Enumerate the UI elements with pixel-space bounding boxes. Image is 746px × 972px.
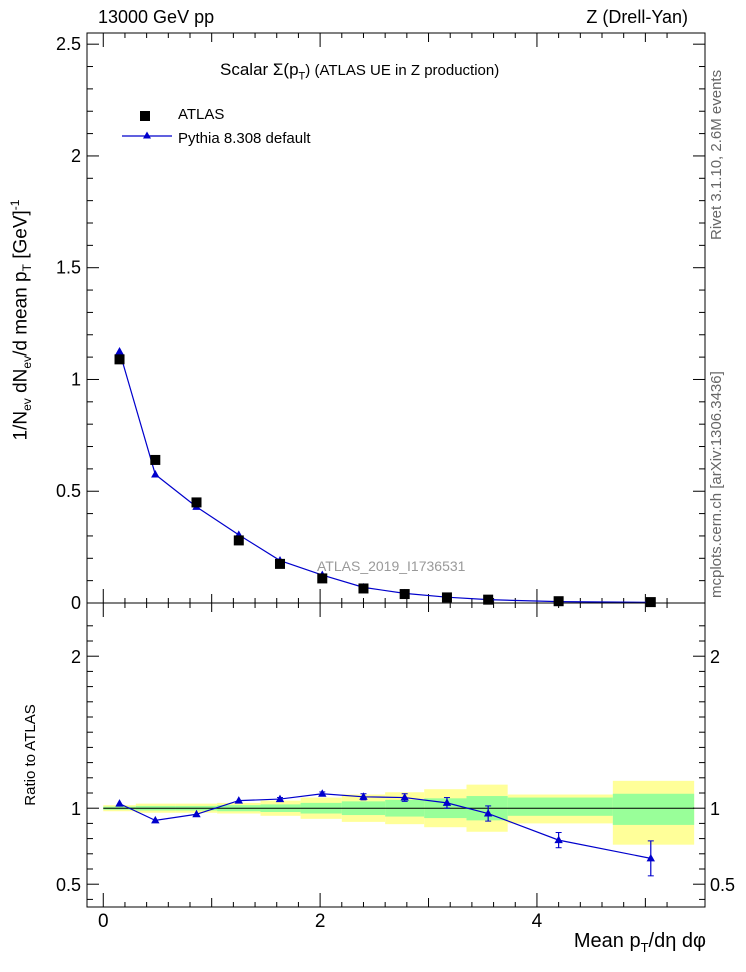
atlas-point bbox=[399, 589, 410, 600]
atlas-point bbox=[553, 596, 564, 607]
atlas-point bbox=[317, 573, 328, 584]
ratio-y-tick-label-right: 2 bbox=[710, 647, 720, 667]
atlas-point bbox=[274, 558, 285, 569]
atlas-point bbox=[150, 454, 161, 465]
pythia-point bbox=[115, 347, 124, 355]
ratio-pythia-point bbox=[359, 792, 368, 800]
analysis-watermark: ATLAS_2019_I1736531 bbox=[317, 558, 466, 574]
pythia-point bbox=[151, 469, 160, 478]
legend-atlas-label: ATLAS bbox=[178, 106, 225, 123]
pythia-line bbox=[118, 351, 651, 603]
ratio-pythia-point bbox=[646, 853, 655, 862]
ratio-y-tick-label: 1 bbox=[71, 799, 81, 819]
ratio-pythia-point bbox=[275, 794, 285, 803]
ratio-pythia-point bbox=[115, 799, 124, 807]
atlas-point bbox=[645, 597, 656, 608]
atlas-point bbox=[483, 594, 494, 605]
main-y-tick-label: 2.5 bbox=[56, 34, 81, 54]
ratio-frame bbox=[86, 602, 706, 908]
main-y-tick-label: 0 bbox=[71, 593, 81, 613]
atlas-point bbox=[191, 497, 202, 508]
mcplots-label: mcplots.cern.ch [arXiv:1306.3436] bbox=[708, 371, 725, 598]
main-y-tick-label: 0.5 bbox=[56, 481, 81, 501]
main-y-tick-label: 2 bbox=[71, 146, 81, 166]
ratio-y-tick-label-right: 0.5 bbox=[710, 875, 735, 895]
ratio-pythia-point bbox=[442, 798, 452, 806]
ratio-pythia-point bbox=[554, 835, 563, 844]
main-y-tick-label: 1 bbox=[71, 369, 81, 389]
ratio-x-tick-label: 2 bbox=[315, 911, 326, 932]
ratio-band-inner bbox=[507, 797, 613, 816]
y-axis-title: 1/Nev dNev/d mean pT [GeV]-1 bbox=[8, 199, 35, 441]
legend-pythia-label: Pythia 8.308 default bbox=[178, 130, 311, 147]
atlas-point bbox=[441, 592, 452, 603]
ratio-x-tick-label: 0 bbox=[98, 911, 109, 932]
ratio-y-tick-label: 2 bbox=[71, 647, 81, 667]
main-panel: 0 0.5 1 1.5 2 2.5 bbox=[56, 32, 706, 613]
ratio-pythia-point bbox=[483, 809, 493, 817]
atlas-point bbox=[114, 354, 125, 365]
rivet-version-label: Rivet 3.1.10, 2.6M events bbox=[708, 69, 725, 240]
x-axis-title: Mean pT/dη dφ bbox=[573, 930, 706, 955]
atlas-point bbox=[233, 535, 244, 546]
main-y-tick-label: 1.5 bbox=[56, 258, 81, 278]
ratio-y-axis-title: Ratio to ATLAS bbox=[22, 704, 39, 806]
ratio-y-tick-label-right: 1 bbox=[710, 799, 720, 819]
header-process-label: Z (Drell-Yan) bbox=[586, 7, 688, 27]
legend-pythia-marker bbox=[122, 131, 172, 139]
atlas-point bbox=[358, 583, 369, 594]
ratio-pythia-point bbox=[234, 796, 243, 804]
ratio-panel: 0 2 4 0.5 0.5 1 1 2 2 bbox=[56, 602, 735, 932]
legend-atlas-marker bbox=[140, 111, 150, 121]
chart-title: Scalar Σ(pT) (ATLAS UE in Z production) bbox=[220, 60, 500, 83]
ratio-pythia-line bbox=[119, 793, 651, 859]
ratio-y-tick-label: 0.5 bbox=[56, 875, 81, 895]
ratio-band-inner bbox=[612, 793, 695, 825]
ratio-pythia-point bbox=[400, 793, 409, 801]
ratio-pythia-point bbox=[151, 815, 160, 824]
ratio-pythia-point bbox=[318, 789, 327, 797]
ratio-x-tick-label: 4 bbox=[532, 911, 543, 932]
ratio-pythia-point bbox=[192, 809, 201, 818]
header-beam-label: 13000 GeV pp bbox=[98, 7, 215, 27]
